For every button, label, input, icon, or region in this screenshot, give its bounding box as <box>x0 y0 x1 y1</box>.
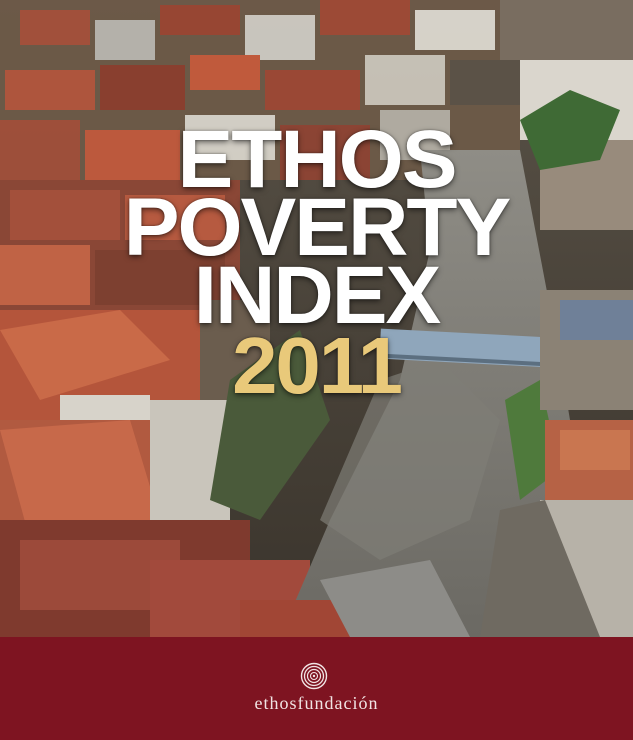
cover-title: ETHOS POVERTY INDEX 2011 <box>0 114 633 410</box>
title-line-ethos: ETHOS <box>177 114 458 205</box>
cover-photo <box>0 0 633 637</box>
title-year: 2011 <box>232 321 403 410</box>
spiral-logo-icon <box>300 662 328 690</box>
title-line-poverty: POVERTY <box>123 182 511 273</box>
footer-band: ethosfundación <box>0 637 633 740</box>
brand-name: ethosfundación <box>254 693 379 713</box>
title-line-index: INDEX <box>193 250 441 341</box>
